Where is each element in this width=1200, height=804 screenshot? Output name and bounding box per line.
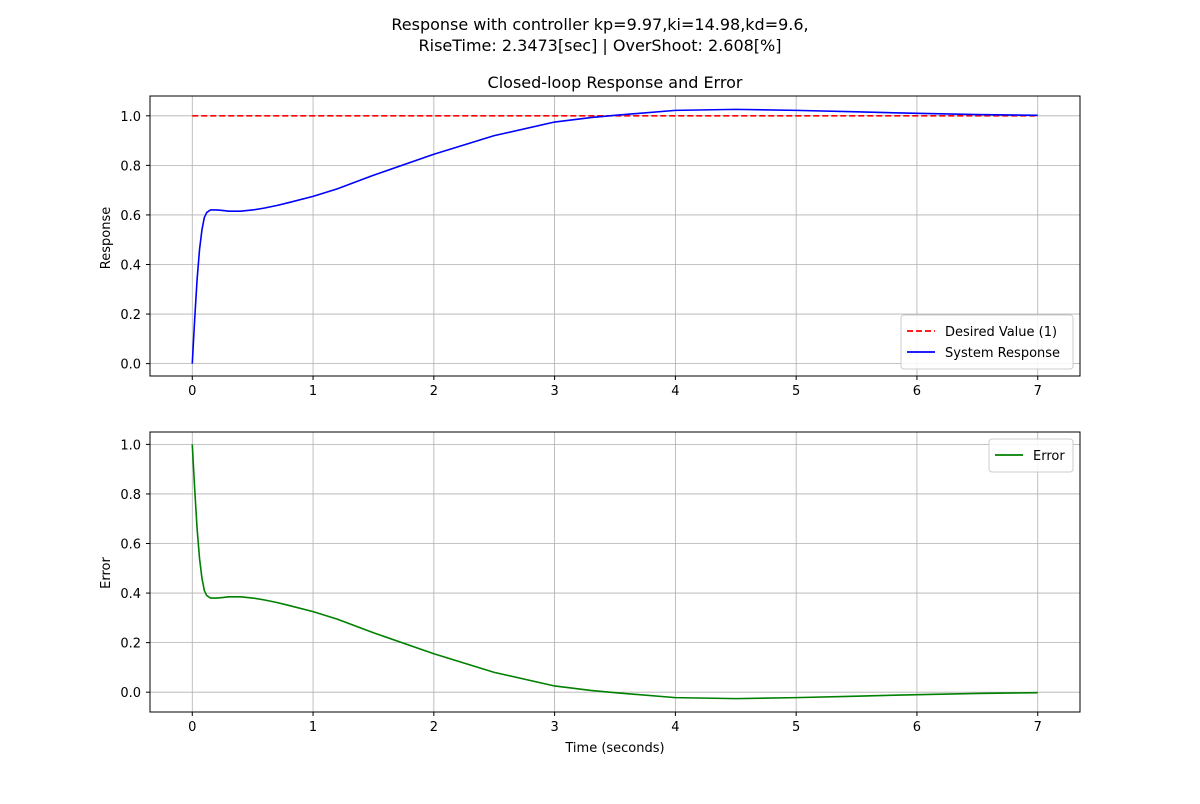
bottom-legend-label-0: Error — [1033, 449, 1065, 464]
top-ytick-label-3: 0.6 — [120, 209, 141, 224]
bottom-ytick-label-2: 0.4 — [120, 587, 141, 602]
bottom-ytick-label-0: 0.0 — [120, 686, 141, 701]
top-legend-box — [900, 314, 1074, 370]
bottom-axes-ylabel: Error — [99, 557, 114, 589]
bottom-legend-box — [988, 438, 1074, 473]
bottom-ytick-label-3: 0.6 — [120, 538, 141, 553]
top-series-line-1 — [191, 108, 1038, 364]
top-xtick-label-2: 2 — [430, 384, 438, 399]
bottom-axes-xlabel: Time (seconds) — [564, 741, 664, 756]
bottom-xtick-label-3: 3 — [550, 720, 558, 735]
top-axes-title: Closed-loop Response and Error — [488, 73, 743, 92]
bottom-axes-frame — [149, 431, 1081, 713]
top-xtick-label-5: 5 — [792, 384, 800, 399]
bottom-xtick-label-2: 2 — [430, 720, 438, 735]
bottom-xtick-label-1: 1 — [309, 720, 317, 735]
bottom-xtick-label-0: 0 — [188, 720, 196, 735]
top-ytick-label-1: 0.2 — [120, 308, 141, 323]
bottom-ytick-label-4: 0.8 — [120, 488, 141, 503]
top-xtick-label-3: 3 — [550, 384, 558, 399]
top-legend-label-0: Desired Value (1) — [945, 325, 1057, 340]
bottom-xtick-label-7: 7 — [1034, 720, 1042, 735]
top-ytick-label-4: 0.8 — [120, 159, 141, 174]
bottom-xtick-label-5: 5 — [792, 720, 800, 735]
bottom-series-line-0 — [191, 444, 1038, 700]
bottom-xtick-label-6: 6 — [913, 720, 921, 735]
top-axes: 0 1 2 3 4 5 6 7 0.0 0.2 0.4 0.6 0.8 1.0 Desired Value … — [120, 95, 1081, 399]
top-axes-frame — [149, 95, 1081, 377]
top-axes-ylabel: Response — [99, 207, 114, 269]
top-ytick-label-5: 1.0 — [120, 110, 141, 125]
top-xtick-label-1: 1 — [309, 384, 317, 399]
top-legend: Desired Value (1) System Response — [900, 314, 1074, 370]
bottom-ytick-label-5: 1.0 — [120, 438, 141, 453]
bottom-axes: 0 1 2 3 4 5 6 7 0.0 0.2 0.4 0.6 0.8 1.0 Error — [120, 431, 1081, 735]
top-xtick-label-4: 4 — [671, 384, 679, 399]
plots-group: 0 1 2 3 4 5 6 7 0.0 0.2 0.4 0.6 0.8 1.0 Desired Value … — [120, 95, 1081, 735]
top-ytick-label-0: 0.0 — [120, 358, 141, 373]
figure-title-line2: RiseTime: 2.3473[sec] | OverShoot: 2.608… — [419, 36, 782, 55]
top-legend-label-1: System Response — [945, 346, 1060, 361]
top-xtick-label-0: 0 — [188, 384, 196, 399]
top-ytick-label-2: 0.4 — [120, 258, 141, 273]
bottom-legend: Error — [988, 438, 1074, 473]
bottom-xtick-label-4: 4 — [671, 720, 679, 735]
bottom-ytick-label-1: 0.2 — [120, 637, 141, 652]
figure-title-line1: Response with controller kp=9.97,ki=14.9… — [391, 15, 808, 34]
top-xtick-label-7: 7 — [1034, 384, 1042, 399]
top-xtick-label-6: 6 — [913, 384, 921, 399]
